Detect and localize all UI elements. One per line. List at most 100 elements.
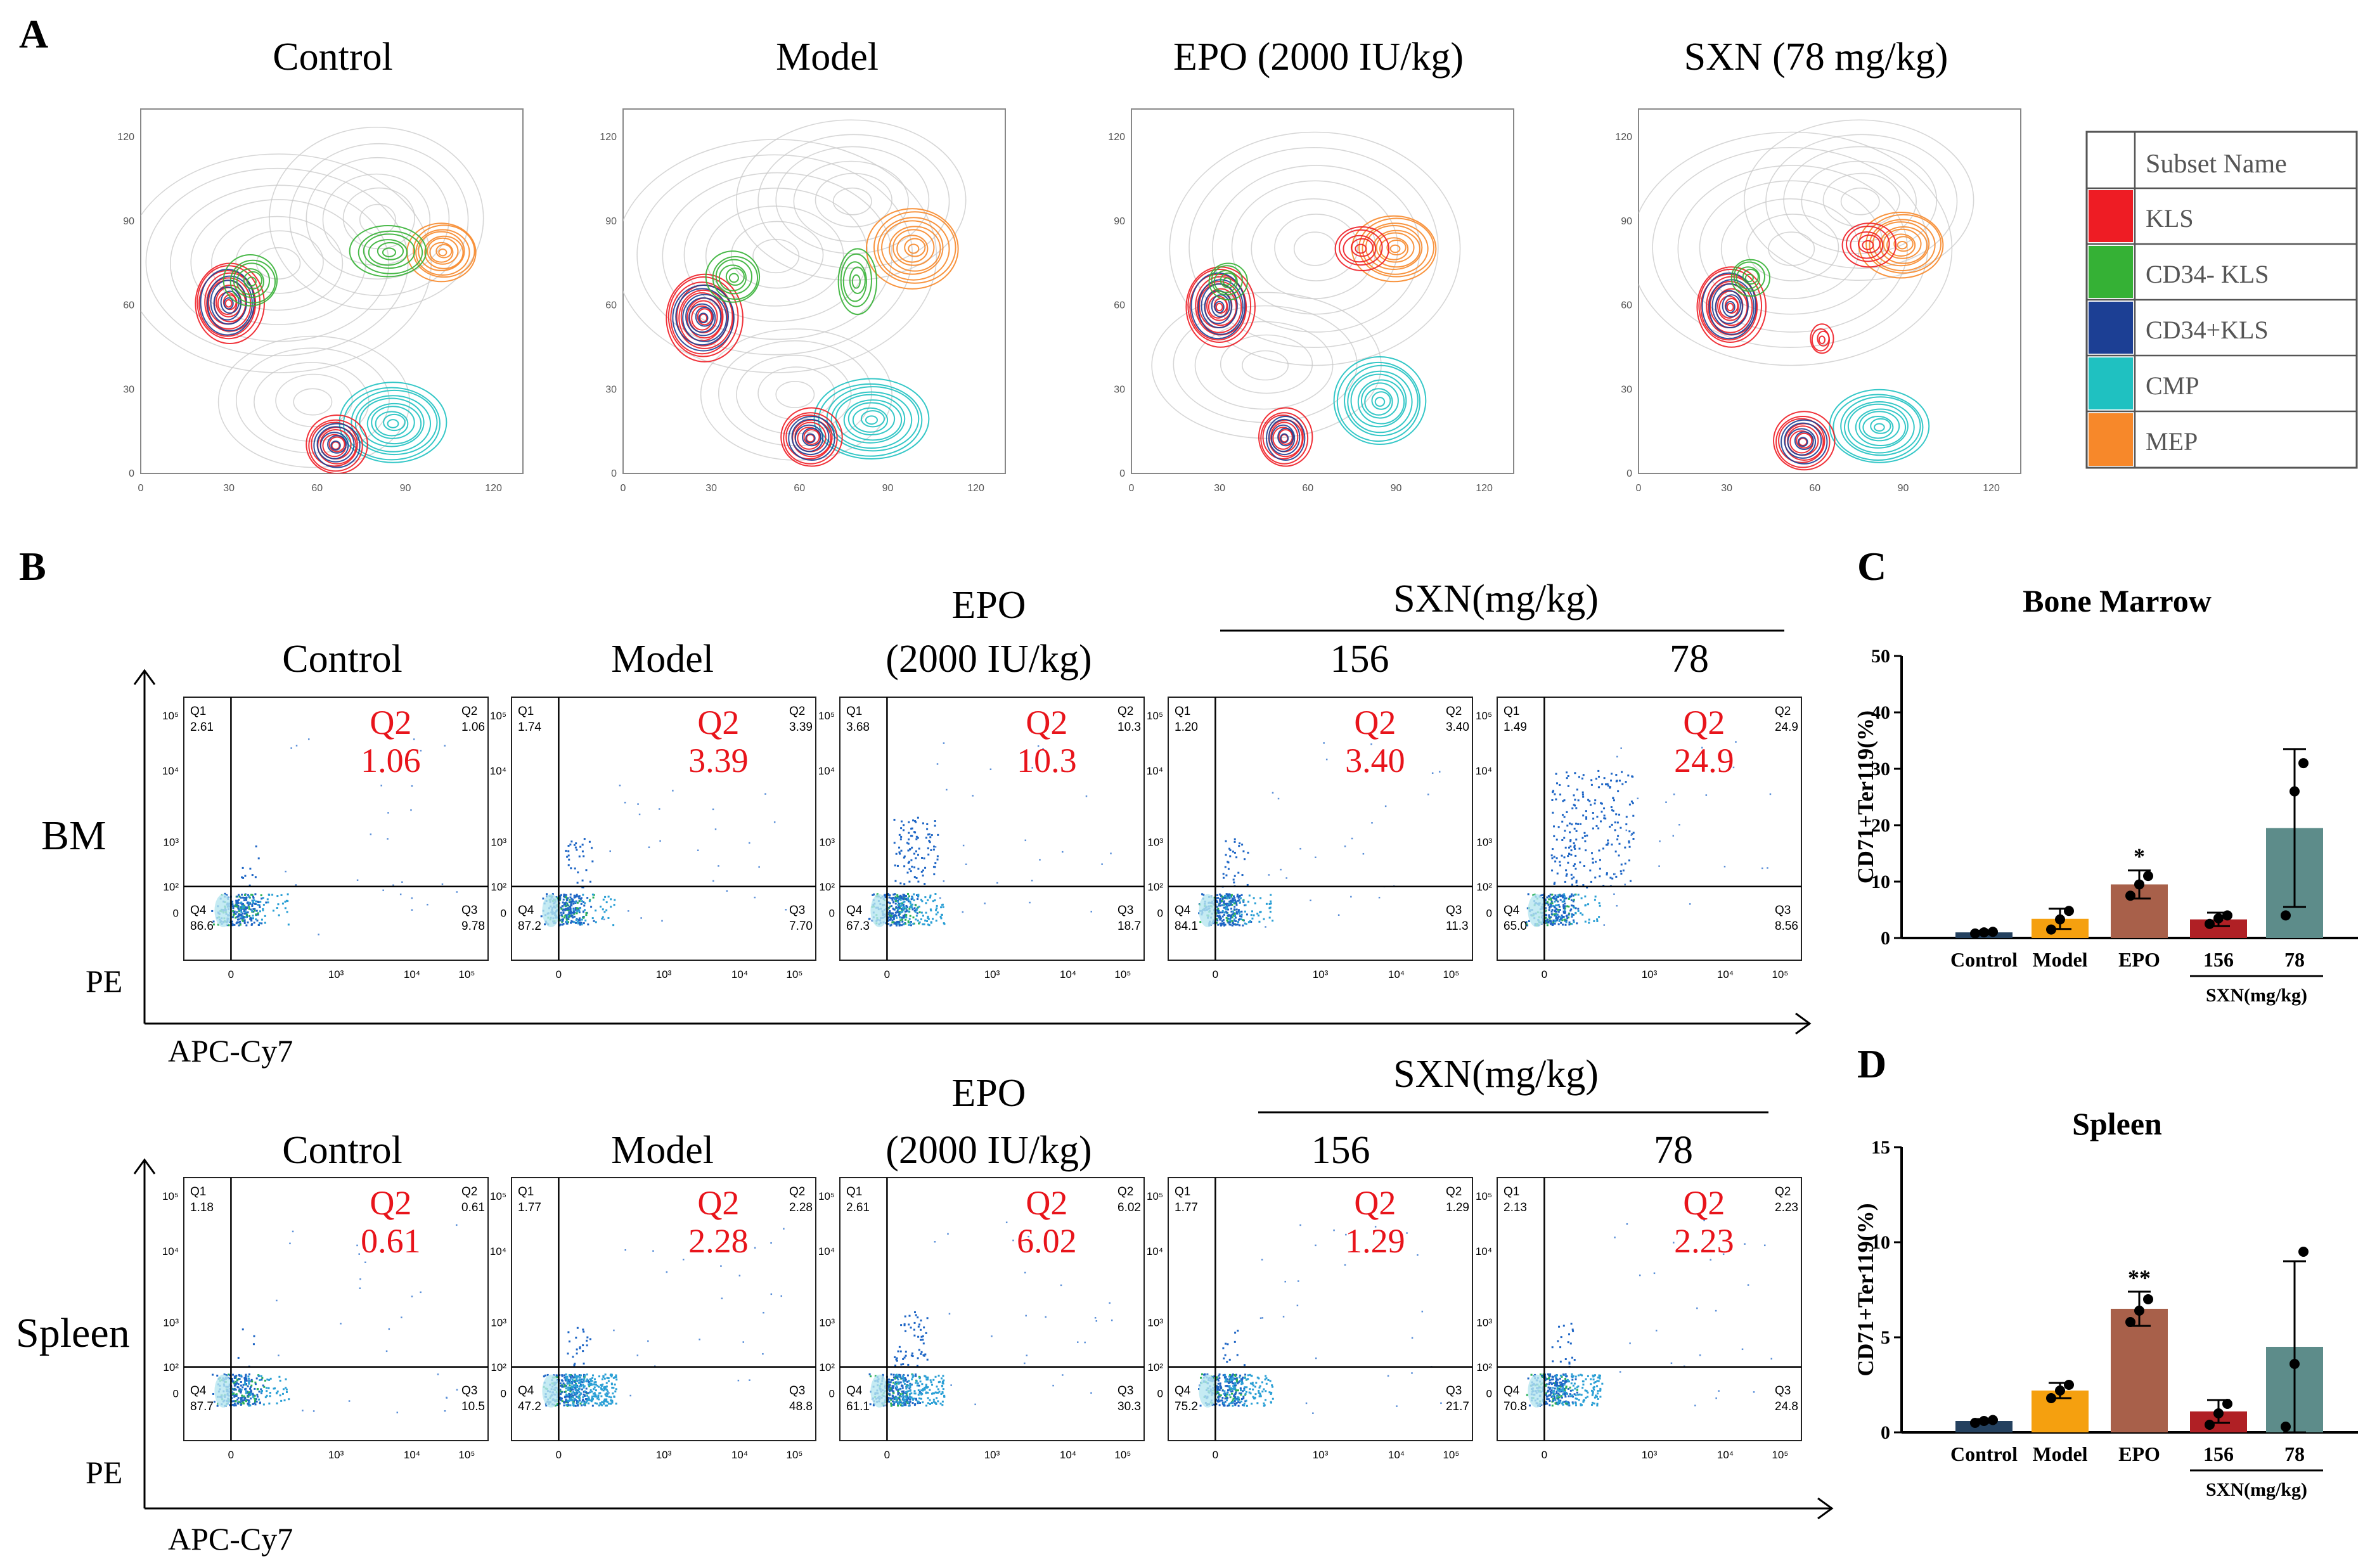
flow-event xyxy=(891,1398,894,1400)
flow-event xyxy=(910,905,913,908)
flow-event xyxy=(604,1393,607,1396)
flow-event xyxy=(1226,911,1228,914)
flow-event xyxy=(1594,1374,1596,1377)
contour-line xyxy=(1364,388,1393,416)
flow-event xyxy=(891,913,893,915)
flow-event xyxy=(908,1395,911,1398)
flow-event xyxy=(1550,854,1553,857)
flow-event xyxy=(577,1400,580,1403)
flow-event xyxy=(1557,908,1559,911)
flow-event xyxy=(1218,915,1221,917)
flow-event xyxy=(929,1379,932,1382)
flow-event xyxy=(242,1328,244,1331)
flow-event xyxy=(229,1374,231,1377)
flow-event xyxy=(560,1391,563,1394)
flow-event xyxy=(574,1404,577,1407)
flow-event xyxy=(1557,1340,1559,1342)
flow-event xyxy=(1568,923,1571,926)
flow-event xyxy=(1411,1337,1414,1339)
flow-event xyxy=(1575,854,1577,857)
flow-event xyxy=(1296,1304,1299,1307)
flow-event xyxy=(589,1338,591,1340)
flow-event xyxy=(915,1399,918,1401)
flow-event xyxy=(247,1403,250,1406)
flow-event xyxy=(910,898,913,901)
flow-event xyxy=(558,1396,561,1399)
panel-label-c: C xyxy=(1857,544,1886,589)
flow-event xyxy=(572,920,574,923)
contour-y-tick: 120 xyxy=(117,132,134,143)
flow-event xyxy=(1224,1394,1227,1396)
flow-event xyxy=(1544,1379,1547,1382)
flow-event xyxy=(1228,901,1231,903)
flow-event xyxy=(252,1396,254,1398)
flow-event xyxy=(915,918,917,921)
flow-event xyxy=(1219,922,1221,925)
flow-event xyxy=(1256,1402,1259,1404)
flow-event xyxy=(908,868,911,870)
flow-event xyxy=(974,1403,976,1406)
flow-event xyxy=(238,921,240,923)
flow-event xyxy=(594,1402,596,1404)
flow-event xyxy=(1620,870,1622,873)
flow-event xyxy=(1573,842,1575,844)
flow-y-tick: 10⁴ xyxy=(162,1245,179,1257)
flow-event xyxy=(1225,1378,1227,1380)
flow-event xyxy=(569,1379,572,1382)
flow-event xyxy=(580,903,583,905)
flow-event xyxy=(1722,1253,1725,1256)
flow-event xyxy=(1039,859,1041,861)
flow-event xyxy=(581,918,583,921)
flow-event xyxy=(259,901,262,903)
flow-event xyxy=(1265,1375,1267,1377)
flow-event xyxy=(1249,1373,1251,1376)
flow-event xyxy=(576,849,578,851)
contour-line xyxy=(793,160,910,242)
flow-event xyxy=(915,915,918,917)
flow-event xyxy=(257,912,259,915)
flow-event xyxy=(1572,894,1575,897)
q2-highlight-label: Q2 xyxy=(1354,1184,1396,1222)
flow-event xyxy=(1545,914,1548,916)
flow-event xyxy=(1594,896,1597,898)
flow-event xyxy=(989,768,992,771)
flow-event xyxy=(579,1399,581,1402)
flow-event xyxy=(911,903,913,906)
flow-event xyxy=(934,825,936,827)
flow-event xyxy=(1261,1317,1264,1319)
flow-event xyxy=(1241,1377,1244,1380)
flow-event xyxy=(1575,1404,1578,1406)
flow-event xyxy=(1753,1391,1755,1393)
flow-event xyxy=(1235,904,1238,906)
flow-event xyxy=(1564,923,1567,926)
flow-event xyxy=(1582,1384,1585,1386)
flow-event xyxy=(1094,1317,1097,1319)
flow-event xyxy=(259,922,261,925)
flow-event xyxy=(545,1404,548,1407)
flow-event xyxy=(1566,1378,1569,1381)
flow-event xyxy=(603,1399,606,1401)
flow-event xyxy=(224,892,226,895)
flow-event xyxy=(629,1394,631,1397)
bm-flow-plot-5: Q11.49Q224.9Q38.56Q465.0Q224.910⁵10⁴10³1… xyxy=(1476,697,1802,980)
flow-event xyxy=(726,890,728,892)
flow-event xyxy=(1598,902,1600,904)
flow-event xyxy=(906,1399,908,1401)
flow-event xyxy=(1265,903,1268,905)
flow-event xyxy=(565,1399,567,1402)
flow-event xyxy=(567,1389,569,1391)
flow-event xyxy=(211,909,214,912)
flow-event xyxy=(566,1375,569,1378)
flow-event xyxy=(892,1382,895,1384)
flow-event xyxy=(245,1373,247,1376)
flow-event xyxy=(906,871,909,874)
flow-event xyxy=(1263,1402,1265,1404)
flow-event xyxy=(245,916,247,918)
contour-line xyxy=(418,231,465,271)
flow-event xyxy=(569,909,572,911)
flow-event xyxy=(1251,1383,1254,1385)
flow-event xyxy=(1571,1375,1574,1378)
flow-event xyxy=(567,921,570,923)
flow-event xyxy=(1235,908,1238,911)
flow-event xyxy=(248,1377,250,1380)
